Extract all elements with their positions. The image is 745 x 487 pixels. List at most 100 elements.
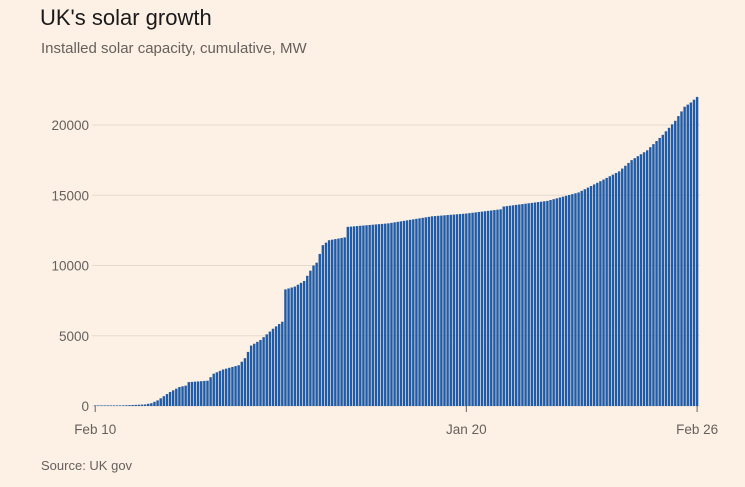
- x-tick-label: Feb 26: [676, 422, 718, 437]
- bar: [221, 369, 225, 406]
- bar: [346, 226, 350, 406]
- bar: [596, 182, 599, 406]
- bar: [480, 211, 484, 406]
- bar: [190, 381, 194, 406]
- bar: [321, 245, 325, 406]
- bar: [212, 373, 215, 406]
- bar: [380, 223, 384, 406]
- bar: [365, 225, 368, 406]
- bar: [674, 120, 677, 406]
- bar: [259, 339, 262, 406]
- bar: [306, 275, 309, 406]
- bar: [427, 216, 431, 406]
- bar: [633, 158, 636, 406]
- bar: [561, 196, 565, 406]
- bar: [405, 220, 409, 406]
- bar: [234, 366, 237, 406]
- bar: [156, 400, 159, 406]
- bar: [636, 156, 640, 406]
- bar: [265, 334, 268, 406]
- bar: [655, 141, 658, 406]
- bar: [502, 206, 505, 406]
- bar: [290, 287, 293, 406]
- bar: [122, 405, 125, 406]
- bars: [94, 96, 699, 407]
- bar: [368, 224, 371, 406]
- bar: [527, 203, 530, 406]
- bar: [143, 404, 147, 406]
- bar: [599, 181, 602, 406]
- bar: [461, 213, 465, 406]
- bar: [692, 99, 696, 407]
- bar: [355, 226, 359, 406]
- bar: [546, 200, 549, 406]
- bar: [443, 215, 446, 406]
- bar: [670, 124, 674, 407]
- bar: [399, 221, 403, 406]
- bar: [499, 209, 502, 406]
- bar: [558, 197, 562, 406]
- bar: [424, 217, 427, 406]
- bar: [511, 205, 515, 406]
- bar: [617, 171, 621, 406]
- bar: [583, 189, 587, 406]
- bar: [505, 206, 509, 406]
- bar: [178, 387, 181, 406]
- bar: [624, 165, 627, 406]
- bar: [246, 351, 250, 406]
- bar: [608, 176, 611, 406]
- bar: [125, 405, 128, 406]
- bar: [140, 404, 144, 406]
- bar: [586, 187, 590, 406]
- bar: [209, 377, 212, 406]
- bar: [268, 331, 272, 406]
- bar: [231, 366, 234, 406]
- bar: [215, 372, 219, 406]
- bar: [315, 262, 318, 406]
- bar: [240, 361, 243, 406]
- source-note: Source: UK gov: [41, 458, 133, 473]
- bar: [680, 111, 683, 407]
- bar: [695, 96, 699, 407]
- bar: [165, 394, 169, 406]
- bar: [253, 343, 256, 406]
- bar: [352, 226, 356, 406]
- bar: [309, 270, 312, 406]
- bar: [649, 147, 652, 406]
- bar: [293, 286, 297, 406]
- bar: [621, 168, 624, 406]
- bar: [536, 202, 540, 406]
- bar: [162, 396, 166, 406]
- bar: [334, 239, 337, 406]
- bar: [128, 405, 131, 406]
- bar: [521, 204, 524, 406]
- bar: [343, 237, 346, 406]
- bar: [181, 386, 184, 406]
- bar: [103, 405, 106, 406]
- bar: [175, 388, 178, 406]
- bar: [543, 201, 546, 406]
- bar: [533, 202, 537, 406]
- bar: [614, 173, 618, 406]
- bar: [371, 224, 374, 406]
- bar: [296, 284, 300, 406]
- bar: [184, 385, 187, 406]
- bar: [243, 358, 247, 406]
- bar: [515, 204, 518, 406]
- bar: [580, 190, 583, 406]
- bar: [667, 127, 671, 406]
- bar: [390, 222, 393, 406]
- bar: [331, 239, 334, 406]
- bar: [374, 224, 378, 406]
- bar: [281, 321, 284, 406]
- x-axis-ticks: Feb 10 Jan 20 Feb 26: [74, 406, 718, 437]
- bar: [437, 215, 440, 406]
- bar: [471, 212, 474, 406]
- x-tick-label: Feb 10: [74, 422, 116, 437]
- bar: [134, 404, 137, 406]
- bar: [206, 380, 209, 406]
- bar: [589, 186, 593, 406]
- bar: [677, 116, 680, 406]
- bar: [549, 200, 552, 406]
- bar: [490, 210, 493, 406]
